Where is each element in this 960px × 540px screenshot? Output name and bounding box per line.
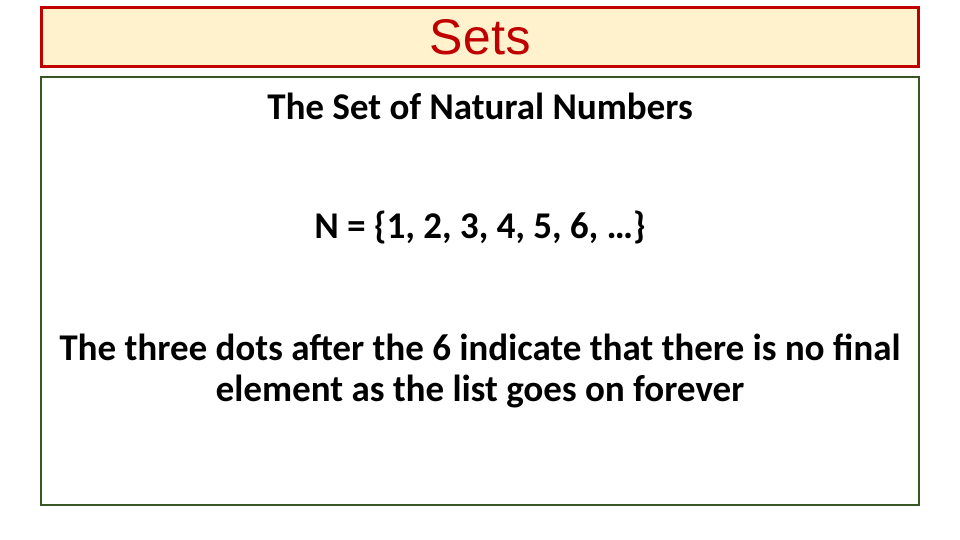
content-equation: N = {1, 2, 3, 4, 5, 6, …} (42, 203, 918, 248)
slide: Sets The Set of Natural Numbers N = {1, … (0, 0, 960, 540)
content-subtitle: The Set of Natural Numbers (42, 84, 918, 129)
content-explanation: The three dots after the 6 indicate that… (42, 328, 918, 409)
slide-title: Sets (429, 8, 531, 66)
title-box: Sets (40, 6, 920, 68)
content-box: The Set of Natural Numbers N = {1, 2, 3,… (40, 76, 920, 506)
